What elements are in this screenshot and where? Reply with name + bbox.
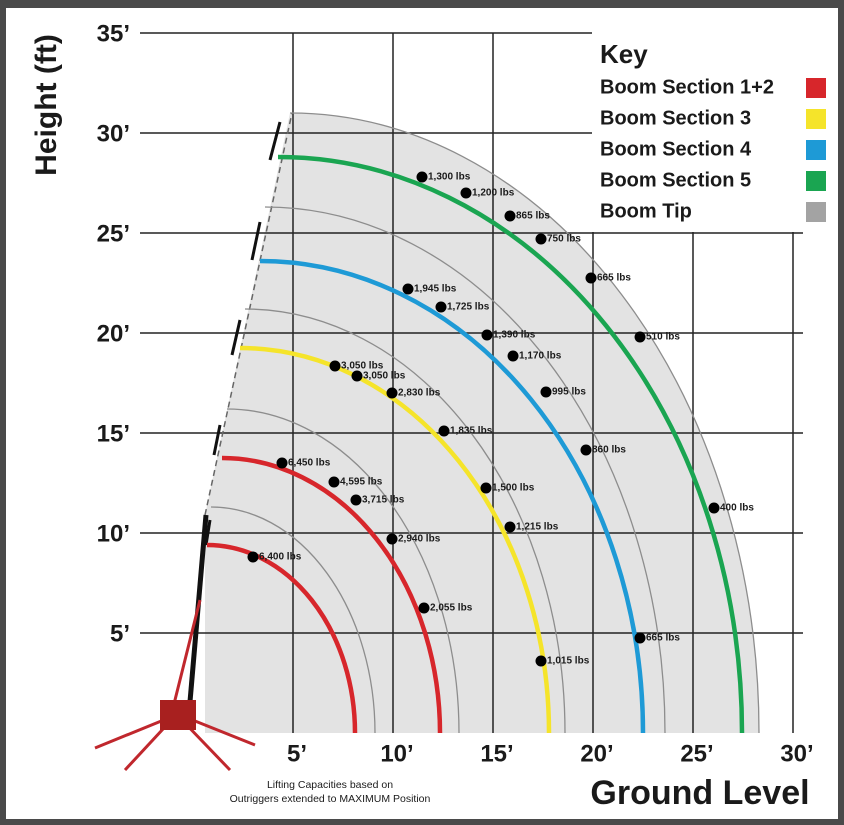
capacity-label: 1,390 lbs bbox=[493, 330, 536, 341]
y-tick-label: 15’ bbox=[97, 420, 130, 447]
legend-swatch bbox=[806, 140, 826, 160]
capacity-label: 1,215 lbs bbox=[516, 522, 559, 533]
capacity-point bbox=[480, 482, 492, 494]
footnote: Outriggers extended to MAXIMUM Position bbox=[230, 793, 431, 805]
capacity-label: 2,940 lbs bbox=[398, 534, 441, 545]
capacity-label: 860 lbs bbox=[592, 445, 626, 456]
capacity-label: 1,300 lbs bbox=[428, 172, 471, 183]
legend-swatch bbox=[806, 202, 826, 222]
capacity-label: 865 lbs bbox=[516, 211, 550, 222]
x-tick-label: 20’ bbox=[580, 740, 613, 767]
reach-arc bbox=[259, 258, 646, 734]
legend-label: Boom Section 3 bbox=[600, 107, 751, 129]
capacity-point bbox=[460, 187, 472, 199]
capacity-label: 3,050 lbs bbox=[363, 371, 406, 382]
x-axis-title: Ground Level bbox=[590, 774, 809, 812]
legend-swatch bbox=[806, 78, 826, 98]
capacity-label: 400 lbs bbox=[720, 503, 754, 514]
capacity-label: 1,835 lbs bbox=[450, 426, 493, 437]
capacity-label: 3,050 lbs bbox=[341, 361, 384, 372]
legend-box bbox=[592, 32, 834, 232]
legend-label: Boom Section 1+2 bbox=[600, 76, 774, 98]
capacity-label: 665 lbs bbox=[646, 633, 680, 644]
capacity-point bbox=[247, 551, 259, 563]
capacity-point bbox=[416, 171, 428, 183]
reach-arc bbox=[206, 542, 358, 734]
capacity-label: 1,015 lbs bbox=[547, 656, 590, 667]
capacity-point bbox=[386, 387, 398, 399]
capacity-point bbox=[504, 210, 516, 222]
capacity-point bbox=[350, 494, 362, 506]
boom-tip-arc bbox=[226, 408, 460, 734]
crane-illustration bbox=[94, 112, 293, 772]
capacity-label: 665 lbs bbox=[597, 273, 631, 284]
capacity-label: 510 lbs bbox=[646, 332, 680, 343]
x-tick-label: 30’ bbox=[780, 740, 813, 767]
capacity-point bbox=[507, 350, 519, 362]
legend-label: Boom Tip bbox=[600, 200, 692, 222]
capacity-label: 6,400 lbs bbox=[259, 552, 302, 563]
capacity-point bbox=[634, 331, 646, 343]
capacity-point bbox=[402, 283, 414, 295]
capacity-point bbox=[585, 272, 597, 284]
capacity-point bbox=[504, 521, 516, 533]
capacity-point bbox=[535, 233, 547, 245]
capacity-point bbox=[438, 425, 450, 437]
y-tick-label: 30’ bbox=[97, 120, 130, 147]
capacity-point bbox=[276, 457, 288, 469]
legend-label: Boom Section 5 bbox=[600, 169, 751, 191]
x-tick-label: 25’ bbox=[680, 740, 713, 767]
capacity-point bbox=[418, 602, 430, 614]
capacity-point bbox=[329, 360, 341, 372]
capacity-label: 6,450 lbs bbox=[288, 458, 331, 469]
capacity-point bbox=[351, 370, 363, 382]
x-tick-label: 10’ bbox=[380, 740, 413, 767]
capacity-label: 750 lbs bbox=[547, 234, 581, 245]
legend-swatch bbox=[806, 109, 826, 129]
x-tick-label: 15’ bbox=[480, 740, 513, 767]
y-axis-title: Height (ft) bbox=[30, 34, 63, 176]
reach-arc bbox=[239, 345, 552, 734]
legend-title: Key bbox=[600, 39, 648, 69]
footnote: Lifting Capacities based on bbox=[267, 779, 393, 791]
capacity-point bbox=[580, 444, 592, 456]
legend-swatch bbox=[806, 171, 826, 191]
capacity-point bbox=[708, 502, 720, 514]
capacity-label: 2,055 lbs bbox=[430, 603, 473, 614]
capacity-point bbox=[328, 476, 340, 488]
capacity-point bbox=[540, 386, 552, 398]
y-tick-label: 10’ bbox=[97, 520, 130, 547]
reach-arc bbox=[221, 455, 443, 734]
capacity-point bbox=[634, 632, 646, 644]
reach-arc bbox=[277, 154, 745, 734]
capacity-label: 4,595 lbs bbox=[340, 477, 383, 488]
capacity-point bbox=[535, 655, 547, 667]
capacity-point bbox=[386, 533, 398, 545]
capacity-label: 1,725 lbs bbox=[447, 302, 490, 313]
capacity-label: 995 lbs bbox=[552, 387, 586, 398]
boom-tip-arc bbox=[244, 308, 566, 734]
y-tick-label: 35’ bbox=[97, 20, 130, 47]
y-tick-label: 25’ bbox=[97, 220, 130, 247]
capacity-label: 1,945 lbs bbox=[414, 284, 457, 295]
boom-tip-arc bbox=[289, 112, 760, 734]
boom-tip-arc bbox=[210, 506, 376, 734]
capacity-label: 1,170 lbs bbox=[519, 351, 562, 362]
y-tick-label: 5’ bbox=[110, 620, 130, 647]
x-tick-label: 5’ bbox=[287, 740, 307, 767]
y-tick-label: 20’ bbox=[97, 320, 130, 347]
capacity-label: 1,500 lbs bbox=[492, 483, 535, 494]
legend-label: Boom Section 4 bbox=[600, 138, 752, 160]
capacity-label: 1,200 lbs bbox=[472, 188, 515, 199]
capacity-label: 3,715 lbs bbox=[362, 495, 405, 506]
capacity-label: 2,830 lbs bbox=[398, 388, 441, 399]
capacity-point bbox=[481, 329, 493, 341]
capacity-point bbox=[435, 301, 447, 313]
boom-tip-arc bbox=[264, 206, 666, 734]
